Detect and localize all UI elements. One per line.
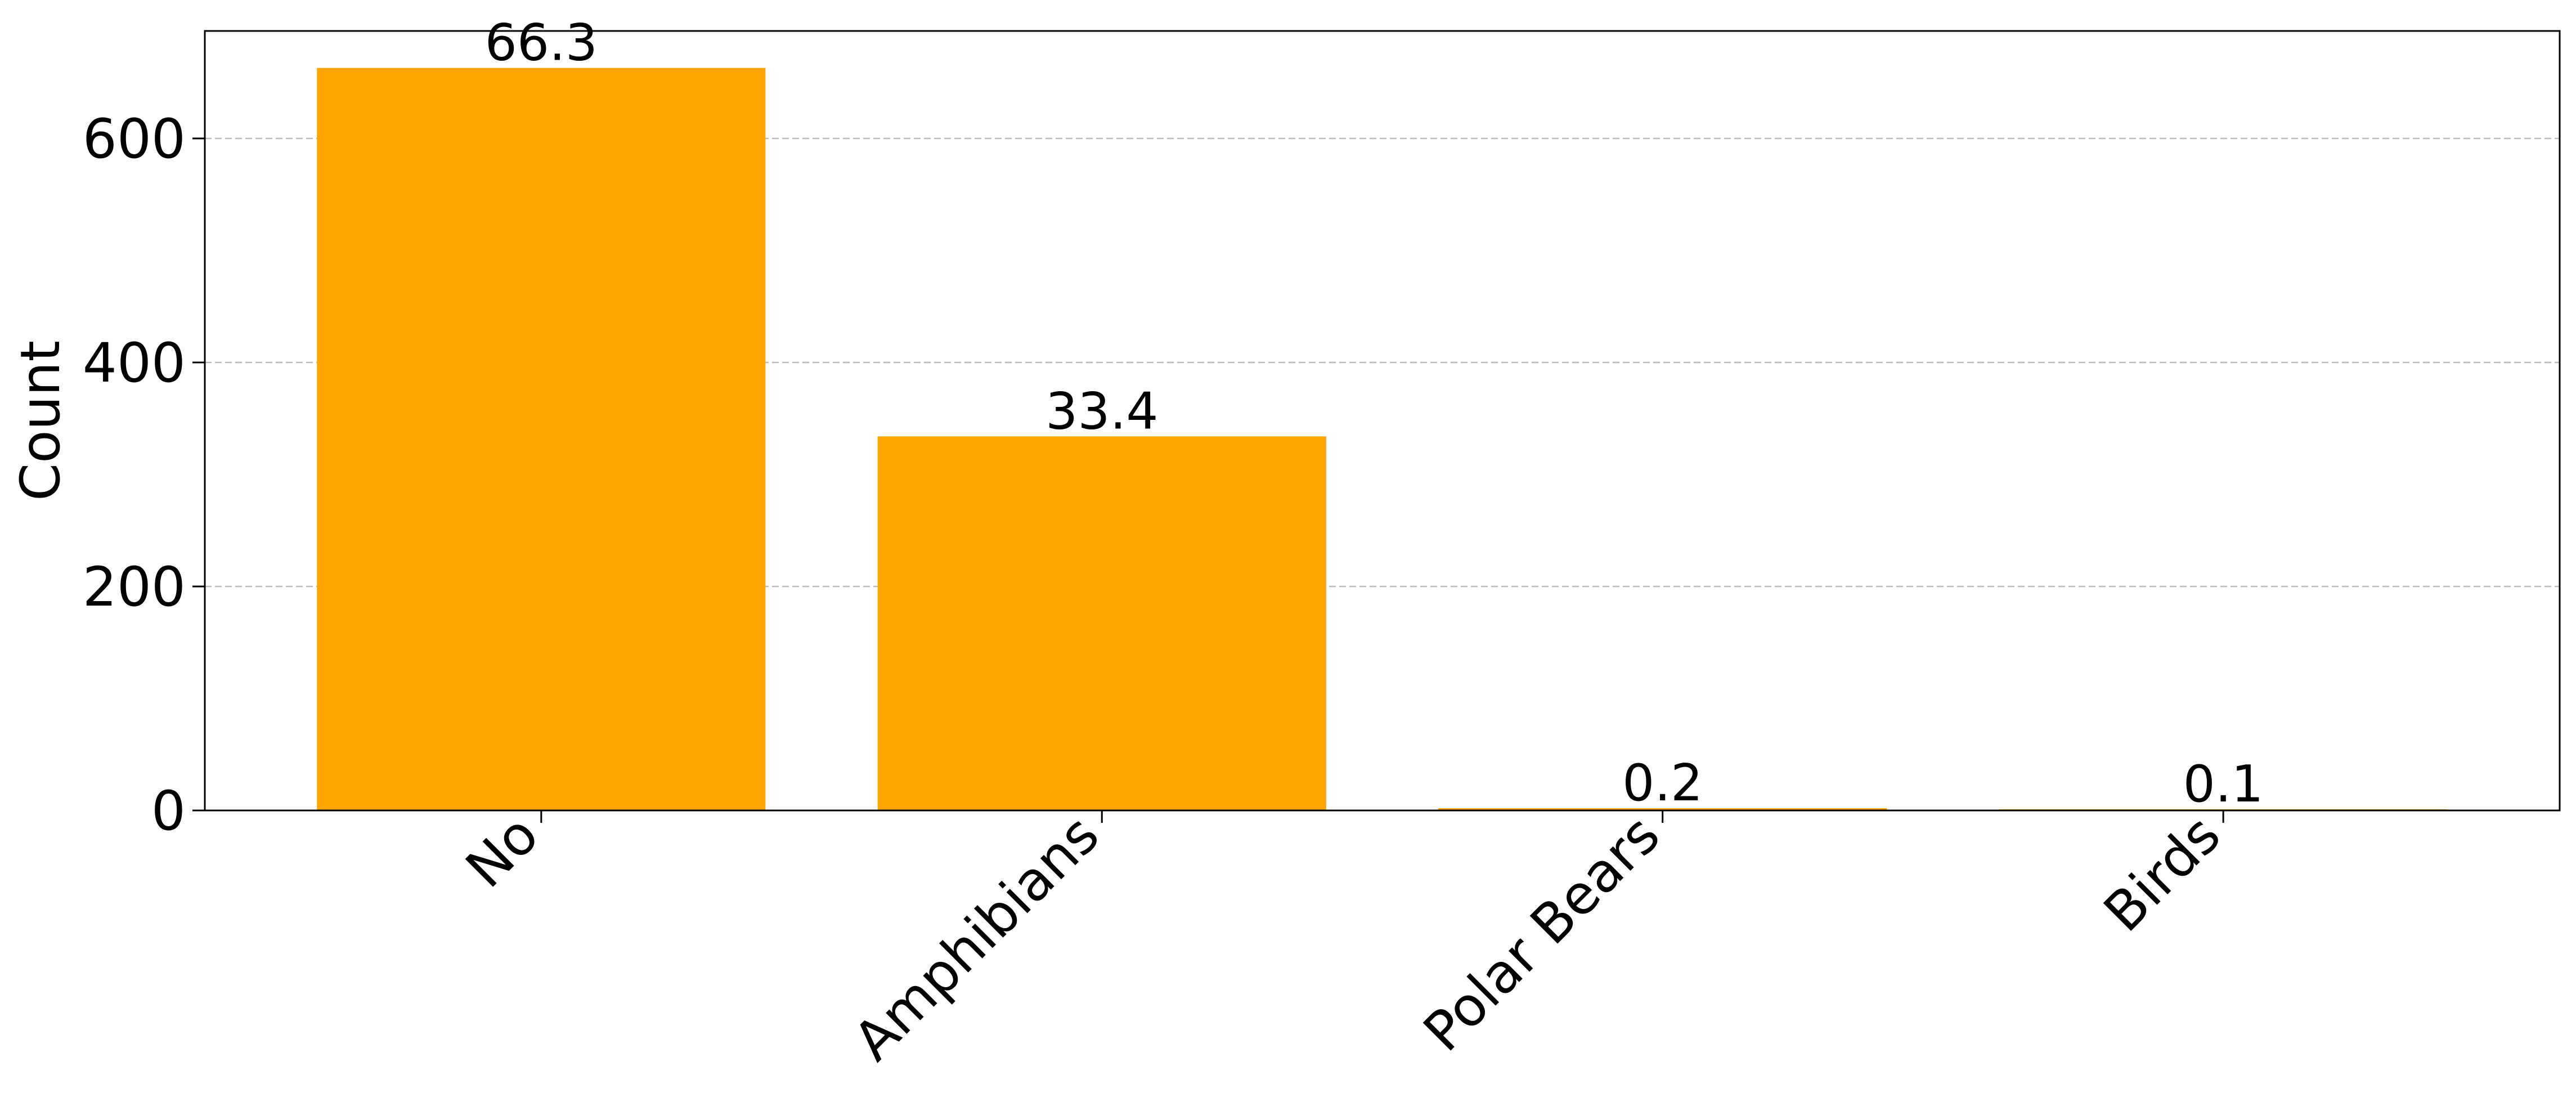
data-labels: 66.3 33.4 0.2 0.1 [485, 14, 2264, 814]
y-tick-label: 0 [151, 779, 186, 843]
y-tick-label: 400 [83, 331, 186, 395]
plot-frame [204, 30, 2561, 812]
x-tick-label: Birds [2092, 803, 2233, 944]
data-label: 0.2 [1622, 754, 1703, 813]
x-tick-label: No [454, 803, 551, 900]
y-tick-label: 600 [83, 107, 186, 171]
data-label: 33.4 [1045, 382, 1158, 441]
y-tick-label: 200 [83, 555, 186, 619]
data-label: 0.1 [2183, 755, 2264, 814]
bars [317, 68, 2448, 811]
y-axis-label: Count [9, 341, 72, 501]
x-tick-label: Amphibians [842, 803, 1111, 1073]
bar-no [317, 68, 766, 811]
gridlines [205, 137, 2560, 588]
data-label: 66.3 [485, 14, 598, 73]
x-tick-label: Polar Bears [1412, 803, 1672, 1063]
bar-polar-bears [1438, 808, 1887, 810]
bar-amphibians [877, 436, 1326, 810]
